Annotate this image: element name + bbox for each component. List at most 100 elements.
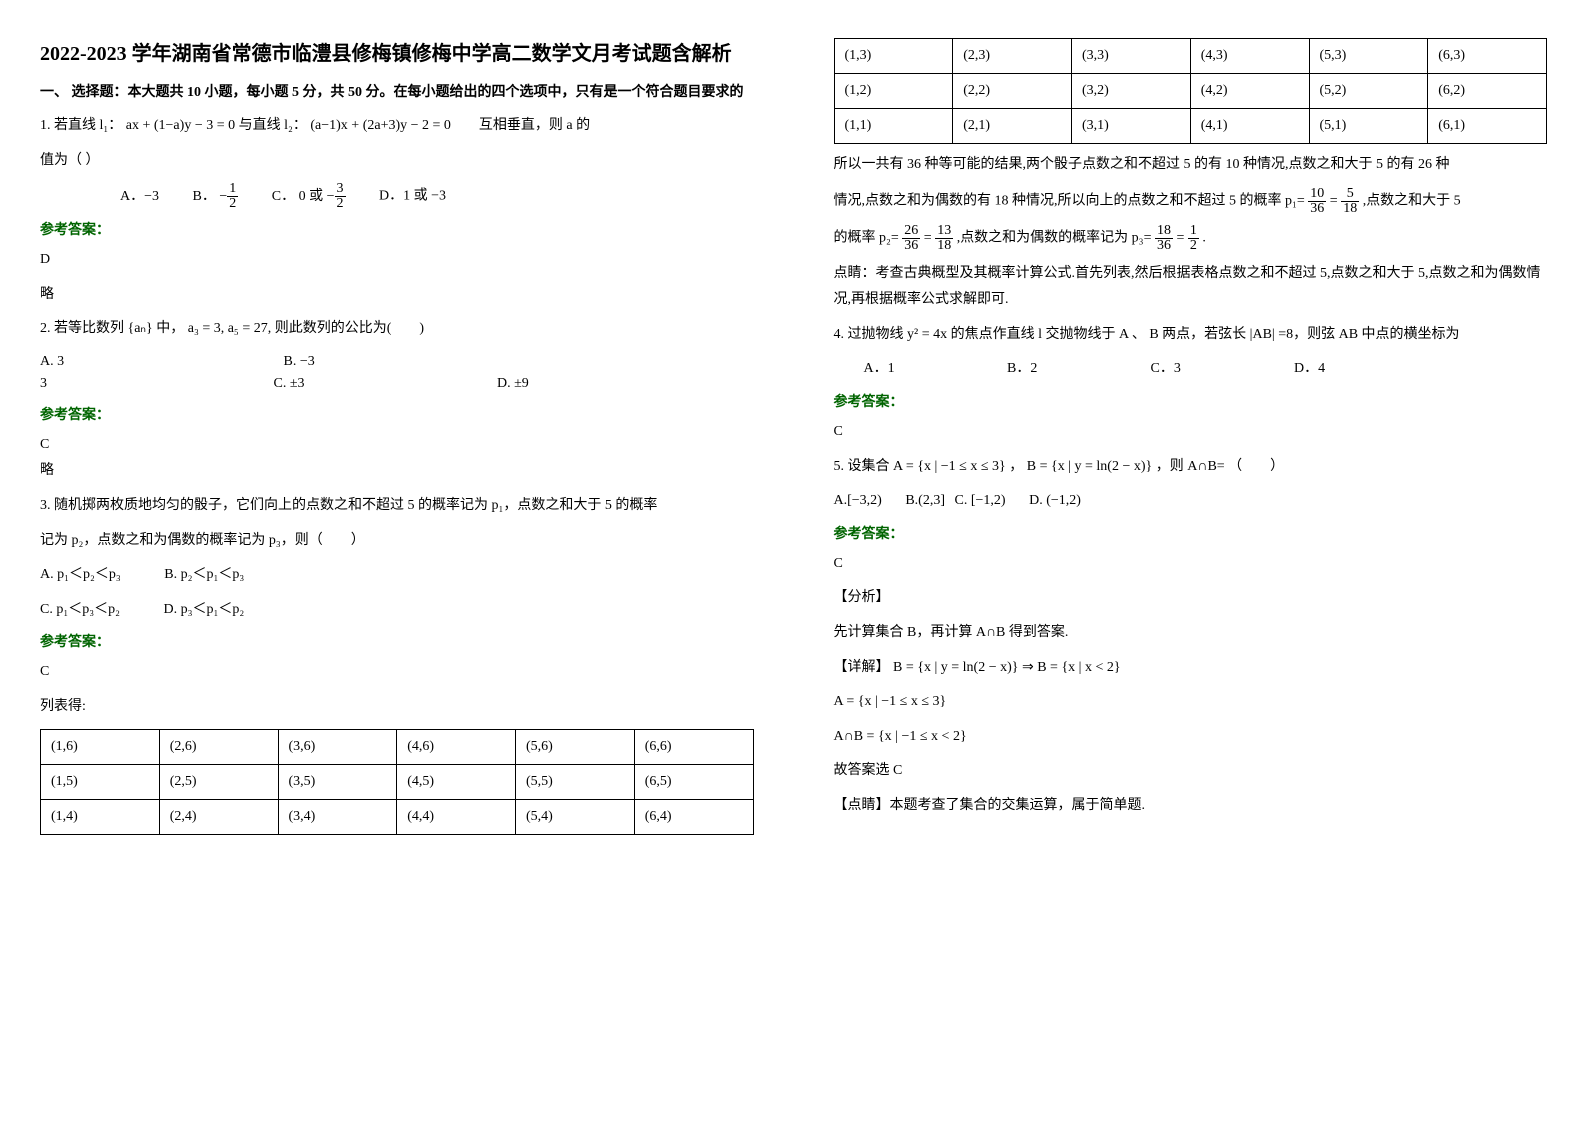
q4-opt-a: A．1 — [864, 356, 1004, 383]
q3-list-label: 列表得: — [40, 694, 754, 721]
table-cell: (2,6) — [159, 729, 278, 764]
table-cell: (5,2) — [1309, 74, 1428, 109]
q3-options-row1: A. p₁＜p₂＜p₃ B. p₂＜p₁＜p₃ — [40, 562, 754, 589]
explain-line2: 情况,点数之和为偶数的有 18 种情况,所以向上的点数之和不超过 5 的概率 p… — [834, 187, 1548, 216]
q5-set-ab: A∩B = {x | −1 ≤ x < 2} — [834, 724, 1548, 751]
table-row: (1,4)(2,4)(3,4)(4,4)(5,4)(6,4) — [41, 799, 754, 834]
q3-opt-d: D. p₃＜p₁＜p₂ — [163, 597, 244, 624]
q5-fenxi-text: 先计算集合 B，再计算 A∩B 得到答案. — [834, 620, 1548, 647]
q3-stem-line2: 记为 p₂，点数之和为偶数的概率记为 p₃，则（ ） — [40, 528, 754, 555]
q5-answer-label: 参考答案： — [834, 523, 1548, 543]
table-cell: (6,3) — [1428, 39, 1547, 74]
q1-opt-b: B． −12 — [193, 189, 242, 204]
q1-options: A．−3 B． −12 C． 0 或 −32 D．1 或 −3 — [40, 182, 754, 211]
q3-answer: C — [40, 659, 754, 686]
table-cell: (2,4) — [159, 799, 278, 834]
table-cell: (2,5) — [159, 764, 278, 799]
table-cell: (3,1) — [1072, 109, 1191, 144]
q5-dianjing: 【点睛】本题考查了集合的交集运算，属于简单题. — [834, 793, 1548, 820]
table-cell: (4,4) — [397, 799, 516, 834]
q4-stem: 4. 过抛物线 y² = 4x 的焦点作直线 l 交抛物线于 A 、 B 两点，… — [834, 322, 1548, 349]
explain-line3: 的概率 p₂= 2636 = 1318 ,点数之和为偶数的概率记为 p₃= 18… — [834, 224, 1548, 253]
q5-fenxi-label: 【分析】 — [834, 585, 1548, 612]
table-cell: (4,1) — [1190, 109, 1309, 144]
table-row: (1,6)(2,6)(3,6)(4,6)(5,6)(6,6) — [41, 729, 754, 764]
right-column: (1,3)(2,3)(3,3)(4,3)(5,3)(6,3)(1,2)(2,2)… — [794, 0, 1587, 1122]
explain-line4: 点睛：考查古典概型及其概率计算公式.首先列表,然后根据表格点数之和不超过 5,点… — [834, 261, 1548, 314]
q1-opt-c: C． 0 或 −32 — [272, 189, 349, 204]
table-cell: (3,5) — [278, 764, 397, 799]
q5-opt-b: B.(2,3] — [905, 493, 945, 508]
q4-answer: C — [834, 419, 1548, 446]
table-row: (1,5)(2,5)(3,5)(4,5)(5,5)(6,5) — [41, 764, 754, 799]
table-cell: (5,6) — [516, 729, 635, 764]
table-cell: (1,2) — [834, 74, 953, 109]
q2-stem: 2. 若等比数列 {aₙ} 中， a₃ = 3, a₅ = 27, 则此数列的公… — [40, 316, 754, 343]
q3-stem-line1: 3. 随机掷两枚质地均匀的骰子，它们向上的点数之和不超过 5 的概率记为 p₁，… — [40, 493, 754, 520]
q5-answer: C — [834, 551, 1548, 578]
table-row: (1,2)(2,2)(3,2)(4,2)(5,2)(6,2) — [834, 74, 1547, 109]
q2-answer: C — [40, 432, 754, 459]
table-cell: (1,6) — [41, 729, 160, 764]
q1-answer-label: 参考答案： — [40, 219, 754, 239]
q1-omit: 略 — [40, 282, 754, 309]
q4-options: A．1 B．2 C．3 D．4 — [834, 356, 1548, 383]
q2-opt-b: B. −3 — [284, 354, 315, 369]
table-cell: (3,2) — [1072, 74, 1191, 109]
q5-options: A.[−3,2) B.(2,3] C. [−1,2) D. (−1,2) — [834, 488, 1548, 515]
table-cell: (6,1) — [1428, 109, 1547, 144]
table-row: (1,3)(2,3)(3,3)(4,3)(5,3)(6,3) — [834, 39, 1547, 74]
left-column: 2022-2023 学年湖南省常德市临澧县修梅镇修梅中学高二数学文月考试题含解析… — [0, 0, 794, 1122]
q3-opt-a: A. p₁＜p₂＜p₃ — [40, 562, 121, 589]
table-cell: (3,6) — [278, 729, 397, 764]
q2-answer-label: 参考答案： — [40, 404, 754, 424]
table-cell: (2,1) — [953, 109, 1072, 144]
table-cell: (6,4) — [634, 799, 753, 834]
exam-title: 2022-2023 学年湖南省常德市临澧县修梅镇修梅中学高二数学文月考试题含解析 — [40, 40, 754, 68]
table-cell: (1,5) — [41, 764, 160, 799]
table-cell: (5,5) — [516, 764, 635, 799]
q5-xiangjie: 【详解】 B = {x | y = ln(2 − x)} ⇒ B = {x | … — [834, 655, 1548, 682]
table-cell: (4,5) — [397, 764, 516, 799]
q5-opt-a: A.[−3,2) — [834, 493, 882, 508]
q1-opt-d: D．1 或 −3 — [379, 189, 446, 204]
table-cell: (6,2) — [1428, 74, 1547, 109]
q1-stem-line2: 值为（ ） — [40, 148, 754, 175]
q5-opt-d: D. (−1,2) — [1029, 493, 1081, 508]
table-cell: (5,1) — [1309, 109, 1428, 144]
q3-opt-c: C. p₁＜p₃＜p₂ — [40, 597, 120, 624]
explain-line1: 所以一共有 36 种等可能的结果,两个骰子点数之和不超过 5 的有 10 种情况… — [834, 152, 1548, 179]
q5-opt-c: C. [−1,2) — [955, 493, 1006, 508]
section-intro: 一、 选择题：本大题共 10 小题，每小题 5 分，共 50 分。在每小题给出的… — [40, 82, 754, 103]
dice-table-a: (1,6)(2,6)(3,6)(4,6)(5,6)(6,6)(1,5)(2,5)… — [40, 729, 754, 835]
q2-opt-a: A. 3 — [40, 351, 280, 373]
q5-stem: 5. 设集合 A = {x | −1 ≤ x ≤ 3} ， B = {x | y… — [834, 454, 1548, 481]
table-cell: (1,1) — [834, 109, 953, 144]
q5-gu: 故答案选 C — [834, 758, 1548, 785]
q4-answer-label: 参考答案： — [834, 391, 1548, 411]
q4-opt-b: B．2 — [1007, 356, 1147, 383]
q3-answer-label: 参考答案： — [40, 631, 754, 651]
q2-opt-d: D. ±9 — [497, 376, 529, 391]
q4-opt-c: C．3 — [1151, 356, 1291, 383]
q1-opt-a: A．−3 — [120, 189, 159, 204]
table-cell: (6,5) — [634, 764, 753, 799]
q2-options: A. 3 B. −3 3 C. ±3 D. ±9 — [40, 351, 754, 396]
table-cell: (1,3) — [834, 39, 953, 74]
table-cell: (4,2) — [1190, 74, 1309, 109]
table-cell: (4,3) — [1190, 39, 1309, 74]
q5-set-a: A = {x | −1 ≤ x ≤ 3} — [834, 689, 1548, 716]
q2-omit: 略 — [40, 458, 754, 485]
q4-opt-d: D．4 — [1294, 356, 1434, 383]
q2-opt-c: C. ±3 — [274, 373, 494, 395]
q3-opt-b: B. p₂＜p₁＜p₃ — [164, 562, 244, 589]
dice-table-b: (1,3)(2,3)(3,3)(4,3)(5,3)(6,3)(1,2)(2,2)… — [834, 38, 1548, 144]
table-cell: (5,3) — [1309, 39, 1428, 74]
table-row: (1,1)(2,1)(3,1)(4,1)(5,1)(6,1) — [834, 109, 1547, 144]
q1-answer: D — [40, 247, 754, 274]
table-cell: (6,6) — [634, 729, 753, 764]
q3-options-row2: C. p₁＜p₃＜p₂ D. p₃＜p₁＜p₂ — [40, 597, 754, 624]
q1-stem-line1: 1. 若直线 l₁： ax + (1−a)y − 3 = 0 与直线 l₂： (… — [40, 113, 754, 140]
table-cell: (1,4) — [41, 799, 160, 834]
table-cell: (3,4) — [278, 799, 397, 834]
